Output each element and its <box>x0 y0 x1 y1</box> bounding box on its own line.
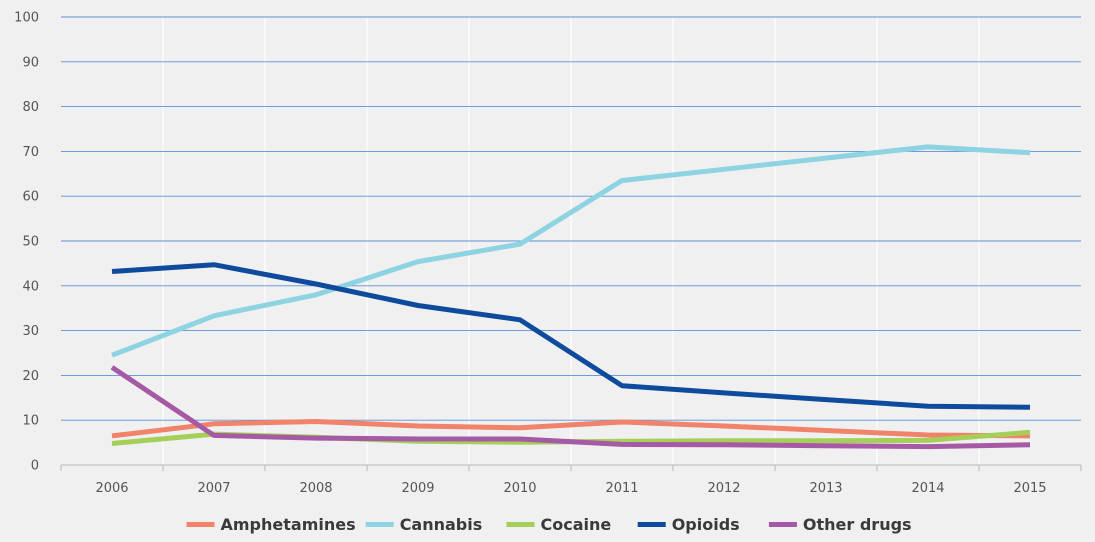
legend-item: Opioids <box>637 515 740 534</box>
x-tick-label: 2010 <box>503 481 536 496</box>
legend-swatch <box>506 522 535 527</box>
y-tick-label: 70 <box>22 145 39 160</box>
x-tick-label: 2008 <box>299 481 332 496</box>
legend-swatch <box>186 522 215 527</box>
x-tick-label: 2013 <box>809 481 842 496</box>
x-tick-label: 2006 <box>95 481 128 496</box>
y-tick-label: 10 <box>22 414 39 429</box>
legend-label: Opioids <box>672 515 740 534</box>
legend-swatch <box>768 522 797 527</box>
legend: Amphetamines Cannabis Cocaine Opioids Other … <box>186 515 912 534</box>
x-tick-label: 2009 <box>401 481 434 496</box>
y-tick-label: 20 <box>22 369 39 384</box>
y-tick-label: 80 <box>22 100 39 115</box>
legend-item: Other drugs <box>768 515 912 534</box>
gridlines <box>61 16 1081 466</box>
legend-item: Amphetamines <box>186 515 356 534</box>
x-tick-label: 2015 <box>1013 481 1046 496</box>
legend-swatch <box>365 522 394 527</box>
series-line-cannabis <box>111 144 1031 358</box>
y-tick-label: 60 <box>22 190 39 205</box>
series-line-amphetamines <box>111 419 1031 439</box>
y-tick-label: 30 <box>22 324 39 339</box>
legend-label: Cannabis <box>400 515 483 534</box>
legend-label: Amphetamines <box>221 515 356 534</box>
y-tick-label: 100 <box>14 11 39 26</box>
y-tick-label: 50 <box>22 235 39 250</box>
legend-label: Other drugs <box>803 515 912 534</box>
series-line-opioids <box>111 262 1031 410</box>
x-tick-label: 2014 <box>911 481 944 496</box>
x-tick-label: 2007 <box>197 481 230 496</box>
x-tick-label: 2011 <box>605 481 638 496</box>
x-tick-label: 2012 <box>707 481 740 496</box>
series-lines <box>110 144 1031 450</box>
legend-swatch <box>637 522 666 527</box>
y-axis-ticks: 0 10 20 30 40 50 60 70 80 90 100 <box>14 11 39 474</box>
y-tick-label: 90 <box>22 55 39 70</box>
series-line-other-drugs <box>110 365 1031 450</box>
y-tick-label: 0 <box>31 459 39 474</box>
y-tick-label: 40 <box>22 279 39 294</box>
x-axis-ticks: 2006 2007 2008 2009 2010 2011 2012 2013 2014 2015 <box>60 465 1082 496</box>
legend-item: Cannabis <box>365 515 483 534</box>
legend-item: Cocaine <box>506 515 612 534</box>
legend-label: Cocaine <box>541 515 612 534</box>
